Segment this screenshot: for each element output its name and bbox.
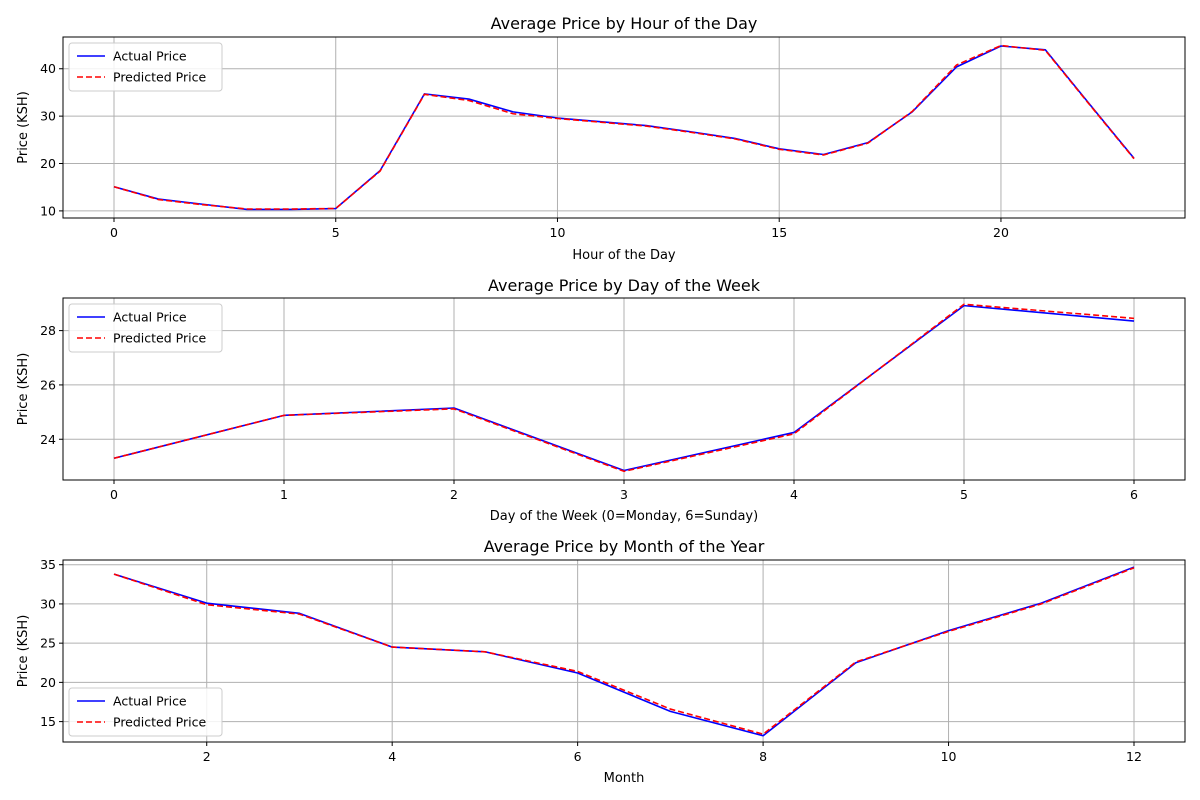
y-axis-label: Price (KSH) bbox=[16, 615, 31, 688]
x-tick-label: 6 bbox=[574, 749, 582, 764]
y-tick-label: 20 bbox=[40, 156, 56, 171]
legend-actual-label: Actual Price bbox=[113, 310, 187, 325]
x-tick-label: 0 bbox=[110, 225, 118, 240]
y-tick-label: 10 bbox=[40, 203, 56, 218]
x-tick-label: 6 bbox=[1130, 487, 1138, 502]
legend-box bbox=[68, 303, 223, 353]
y-tick-label: 24 bbox=[40, 432, 56, 447]
chart-3: 2 4 6 8 10 12 15 20 25 30 35 Average Price by Month… bbox=[16, 537, 1186, 786]
x-tick-label: 12 bbox=[1126, 749, 1142, 764]
x-tick-label: 15 bbox=[771, 225, 787, 240]
y-tick-label: 40 bbox=[40, 61, 56, 76]
x-tick-label: 4 bbox=[790, 487, 798, 502]
predicted-price-line bbox=[113, 303, 1135, 473]
predicted-price-line bbox=[113, 44, 1135, 210]
chart-1: 0 5 10 15 20 10 20 30 40 Average Price by Hour of… bbox=[16, 14, 1186, 263]
y-axis-label: Price (KSH) bbox=[16, 353, 31, 426]
axes-frame bbox=[62, 559, 1186, 743]
legend: Actual Price Predicted Price bbox=[68, 687, 223, 737]
chart-title: Average Price by Day of the Week bbox=[488, 276, 761, 295]
x-tick-label: 10 bbox=[550, 225, 566, 240]
y-tick-label: 28 bbox=[40, 323, 56, 338]
chart-title: Average Price by Month of the Year bbox=[484, 537, 765, 556]
axes-frame bbox=[62, 297, 1186, 481]
x-axis-label: Hour of the Day bbox=[572, 248, 676, 263]
legend-predicted-label: Predicted Price bbox=[113, 331, 206, 346]
legend-predicted-label: Predicted Price bbox=[113, 715, 206, 730]
actual-price-line bbox=[113, 566, 1135, 737]
chart-2: 0 1 2 3 4 5 6 24 26 28 Average Price by Day of the… bbox=[16, 276, 1186, 524]
legend: Actual Price Predicted Price bbox=[68, 42, 223, 92]
y-tick-label: 35 bbox=[40, 557, 56, 572]
legend-actual-label: Actual Price bbox=[113, 694, 187, 709]
x-tick-label: 5 bbox=[332, 225, 340, 240]
y-tick-label: 15 bbox=[40, 714, 56, 729]
x-axis-label: Month bbox=[604, 771, 645, 786]
legend-box bbox=[68, 687, 223, 737]
y-tick-label: 30 bbox=[40, 596, 56, 611]
x-tick-label: 0 bbox=[110, 487, 118, 502]
y-tick-label: 26 bbox=[40, 377, 56, 392]
chart-title: Average Price by Hour of the Day bbox=[491, 14, 758, 33]
legend-box bbox=[68, 42, 223, 92]
y-axis-label: Price (KSH) bbox=[16, 91, 31, 164]
x-tick-label: 20 bbox=[993, 225, 1009, 240]
legend-actual-label: Actual Price bbox=[113, 49, 187, 64]
legend-predicted-label: Predicted Price bbox=[113, 70, 206, 85]
x-axis-label: Day of the Week (0=Monday, 6=Sunday) bbox=[490, 509, 758, 524]
x-tick-label: 8 bbox=[759, 749, 767, 764]
y-tick-label: 20 bbox=[40, 675, 56, 690]
predicted-price-line bbox=[113, 567, 1135, 735]
axes-frame bbox=[62, 36, 1186, 219]
x-tick-label: 5 bbox=[960, 487, 968, 502]
x-tick-label: 10 bbox=[941, 749, 957, 764]
y-tick-label: 30 bbox=[40, 109, 56, 124]
actual-price-line bbox=[113, 45, 1135, 211]
x-tick-label: 2 bbox=[450, 487, 458, 502]
y-tick-label: 25 bbox=[40, 636, 56, 651]
x-tick-label: 2 bbox=[203, 749, 211, 764]
legend: Actual Price Predicted Price bbox=[68, 303, 223, 353]
x-tick-label: 3 bbox=[620, 487, 628, 502]
x-tick-label: 1 bbox=[280, 487, 288, 502]
x-tick-label: 4 bbox=[388, 749, 396, 764]
